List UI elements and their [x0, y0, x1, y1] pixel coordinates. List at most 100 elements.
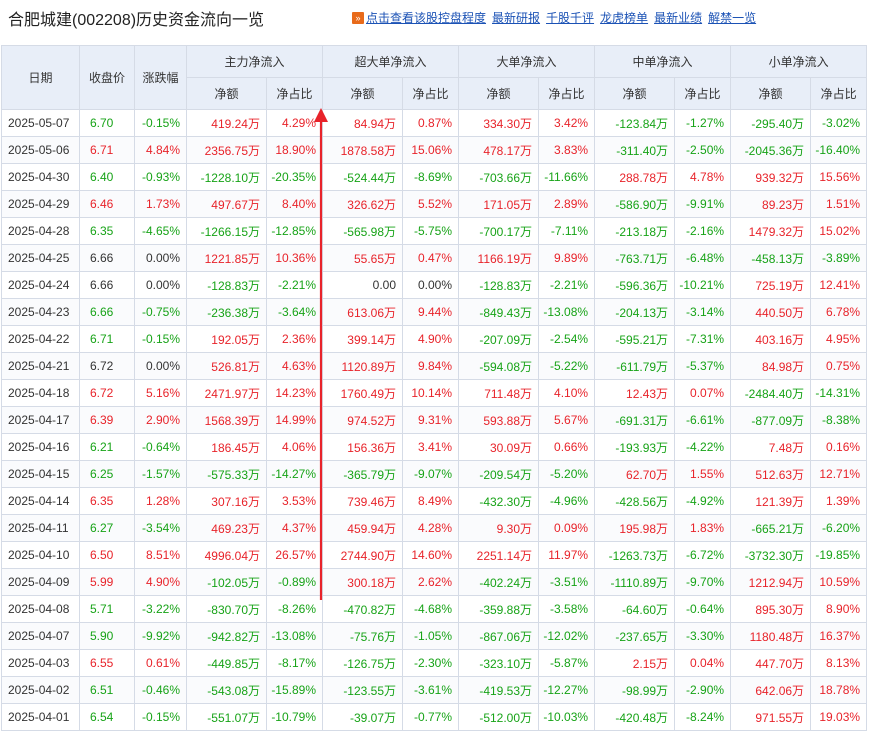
- row-small-ratio: -19.85%: [810, 541, 868, 569]
- row-xl-ratio: 0.87%: [402, 109, 460, 137]
- table-header: 日期 收盘价 涨跌幅 主力净流入 超大单净流入 大单净流入 中单净流入 小单净流…: [1, 45, 868, 110]
- row-xl-ratio: -4.68%: [402, 595, 460, 623]
- row-medium-amount: -611.79万: [594, 352, 676, 380]
- table-row: 2025-04-02 6.51 -0.46% -543.08万 -15.89% -123.…: [1, 676, 868, 704]
- table-body: 2025-05-07 6.70 -0.15% 419.24万 4.29% 84.94万 0.…: [1, 109, 868, 731]
- row-change: -9.92%: [134, 622, 187, 650]
- row-main-amount: 1568.39万: [186, 406, 267, 434]
- header-date[interactable]: 日期: [1, 45, 80, 110]
- row-medium-ratio: -5.37%: [674, 352, 732, 380]
- header-main-amount[interactable]: 净额: [186, 77, 267, 110]
- row-close: 6.70: [79, 109, 135, 137]
- row-change: -0.46%: [134, 676, 187, 704]
- row-medium-amount: -204.13万: [594, 298, 676, 326]
- row-xl-ratio: 8.49%: [402, 487, 460, 515]
- table-row: 2025-04-10 6.50 8.51% 4996.04万 26.57% 2744.90…: [1, 541, 868, 569]
- row-large-ratio: 0.09%: [538, 514, 596, 542]
- header-main-ratio[interactable]: 净占比: [265, 77, 324, 110]
- link-latest-results[interactable]: 最新业绩: [654, 11, 703, 25]
- row-large-amount: 1166.19万: [458, 244, 540, 272]
- header-medium-amount[interactable]: 净额: [594, 77, 676, 110]
- row-large-amount: -402.24万: [458, 568, 540, 596]
- row-main-ratio: -2.21%: [265, 271, 324, 299]
- table-row: 2025-04-15 6.25 -1.57% -575.33万 -14.27% -365.…: [1, 460, 868, 488]
- row-change: -0.15%: [134, 109, 187, 137]
- row-xl-ratio: -5.75%: [402, 217, 460, 245]
- row-small-amount: -665.21万: [730, 514, 812, 542]
- row-small-ratio: 15.56%: [810, 163, 868, 191]
- header-small-ratio[interactable]: 净占比: [810, 77, 868, 110]
- top-bar: 合肥城建(002208)历史资金流向一览 » 点击查看该股控盘程度 最新研报 千…: [0, 0, 870, 32]
- link-latest-research[interactable]: 最新研报: [492, 11, 541, 25]
- row-xl-amount: 55.65万: [322, 244, 404, 272]
- table-row: 2025-04-25 6.66 0.00% 1221.85万 10.36% 55.65万 0…: [1, 244, 868, 272]
- row-large-amount: 171.05万: [458, 190, 540, 218]
- row-small-amount: 642.06万: [730, 676, 812, 704]
- row-change: 0.61%: [134, 649, 187, 677]
- row-medium-amount: -595.21万: [594, 325, 676, 353]
- row-main-ratio: -12.85%: [265, 217, 324, 245]
- header-xl-amount[interactable]: 净额: [322, 77, 404, 110]
- row-date: 2025-04-11: [1, 514, 80, 542]
- row-medium-ratio: -1.27%: [674, 109, 732, 137]
- row-large-ratio: -2.21%: [538, 271, 596, 299]
- row-xl-amount: 1878.58万: [322, 136, 404, 164]
- row-xl-amount: 613.06万: [322, 298, 404, 326]
- row-medium-ratio: -2.90%: [674, 676, 732, 704]
- row-large-ratio: -2.54%: [538, 325, 596, 353]
- row-xl-amount: -126.75万: [322, 649, 404, 677]
- link-stock-reviews[interactable]: 千股千评: [546, 11, 595, 25]
- header-change[interactable]: 涨跌幅: [134, 45, 187, 110]
- row-date: 2025-04-22: [1, 325, 80, 353]
- row-medium-amount: -596.36万: [594, 271, 676, 299]
- row-small-ratio: 19.03%: [810, 703, 868, 731]
- row-date: 2025-04-14: [1, 487, 80, 515]
- row-small-ratio: 16.37%: [810, 622, 868, 650]
- row-small-amount: 512.63万: [730, 460, 812, 488]
- header-close[interactable]: 收盘价: [79, 45, 135, 110]
- row-main-ratio: -20.35%: [265, 163, 324, 191]
- row-date: 2025-04-03: [1, 649, 80, 677]
- row-small-amount: 971.55万: [730, 703, 812, 731]
- table-row: 2025-04-22 6.71 -0.15% 192.05万 2.36% 399.14万 4…: [1, 325, 868, 353]
- row-large-amount: 9.30万: [458, 514, 540, 542]
- row-large-ratio: 5.67%: [538, 406, 596, 434]
- row-medium-amount: -64.60万: [594, 595, 676, 623]
- row-small-amount: -458.13万: [730, 244, 812, 272]
- row-date: 2025-04-18: [1, 379, 80, 407]
- row-main-ratio: -14.27%: [265, 460, 324, 488]
- row-small-ratio: 0.16%: [810, 433, 868, 461]
- link-dragon-tiger-list[interactable]: 龙虎榜单: [600, 11, 649, 25]
- row-main-ratio: 4.06%: [265, 433, 324, 461]
- row-main-ratio: 3.53%: [265, 487, 324, 515]
- row-medium-ratio: -3.14%: [674, 298, 732, 326]
- row-medium-amount: -420.48万: [594, 703, 676, 731]
- row-small-ratio: -8.38%: [810, 406, 868, 434]
- row-main-amount: -1228.10万: [186, 163, 267, 191]
- row-large-ratio: -3.51%: [538, 568, 596, 596]
- row-main-amount: 469.23万: [186, 514, 267, 542]
- row-main-amount: 1221.85万: [186, 244, 267, 272]
- row-close: 6.25: [79, 460, 135, 488]
- row-date: 2025-04-10: [1, 541, 80, 569]
- table-row: 2025-04-23 6.66 -0.75% -236.38万 -3.64% 613.06…: [1, 298, 868, 326]
- header-small-amount[interactable]: 净额: [730, 77, 812, 110]
- row-change: 8.51%: [134, 541, 187, 569]
- row-small-amount: 895.30万: [730, 595, 812, 623]
- header-xl-ratio[interactable]: 净占比: [402, 77, 460, 110]
- row-xl-amount: -75.76万: [322, 622, 404, 650]
- row-close: 6.66: [79, 298, 135, 326]
- table-row: 2025-04-24 6.66 0.00% -128.83万 -2.21% 0.00 0.0…: [1, 271, 868, 299]
- row-date: 2025-04-01: [1, 703, 80, 731]
- row-xl-ratio: 14.60%: [402, 541, 460, 569]
- header-medium-ratio[interactable]: 净占比: [674, 77, 732, 110]
- link-unlock-list[interactable]: 解禁一览: [708, 11, 757, 25]
- row-medium-ratio: -0.64%: [674, 595, 732, 623]
- link-control-degree[interactable]: 点击查看该股控盘程度: [366, 11, 487, 25]
- row-medium-amount: -98.99万: [594, 676, 676, 704]
- row-close: 6.35: [79, 217, 135, 245]
- row-date: 2025-04-24: [1, 271, 80, 299]
- header-large-amount[interactable]: 净额: [458, 77, 540, 110]
- row-date: 2025-04-28: [1, 217, 80, 245]
- header-large-ratio[interactable]: 净占比: [538, 77, 596, 110]
